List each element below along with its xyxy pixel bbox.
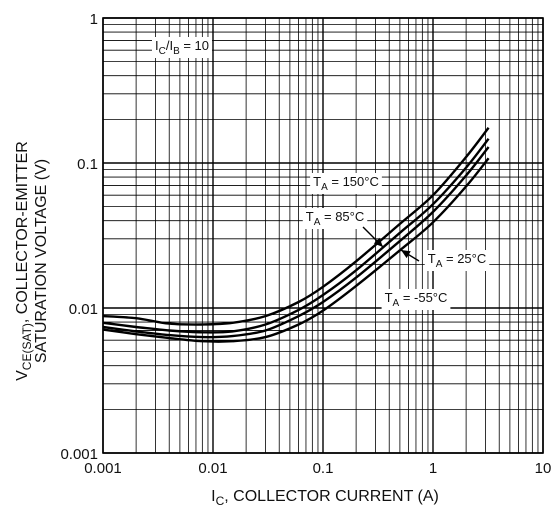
y-axis-label-rest: , COLLECTOR-EMITTER <box>14 141 31 323</box>
series-arrow-25 <box>400 249 420 262</box>
series-label-1-part: = 85°C <box>320 209 364 224</box>
series-label-2-bg <box>424 250 490 271</box>
x-tick-label: 10 <box>535 460 552 477</box>
plot-frame <box>102 17 544 454</box>
y-tick-label: 1 <box>90 11 98 28</box>
series-label-3-text: TA = -55°C <box>385 290 448 309</box>
condition-label-part: C <box>159 46 166 57</box>
condition-label-part: B <box>173 46 180 57</box>
series-label-3-bg <box>381 289 451 310</box>
series-label-0: TA = 150°C <box>310 173 382 194</box>
condition-label-bg <box>151 37 213 58</box>
series-label-1-part: T <box>306 209 314 224</box>
series-label-2-text: TA = 25°C <box>428 251 487 270</box>
series-label-2-part: A <box>436 259 443 270</box>
y-axis-label-main: V <box>14 370 31 381</box>
series-line-3 <box>102 157 490 343</box>
series-arrow-85 <box>362 226 384 248</box>
series-label-3-part: = -55°C <box>399 290 447 305</box>
x-axis-label: IC, COLLECTOR CURRENT (A) <box>211 488 439 508</box>
series-label-0-text: TA = 150°C <box>313 174 379 193</box>
series-label-0-part: A <box>321 182 328 193</box>
condition-label-part: = 10 <box>180 38 209 53</box>
x-tick-label: 0.001 <box>84 460 122 477</box>
series-line-2 <box>102 146 490 339</box>
condition-label-part: I <box>155 38 159 53</box>
series-label-1-bg <box>302 208 368 229</box>
x-axis-label-main: I <box>211 488 215 505</box>
series-label-3: TA = -55°C <box>381 289 451 310</box>
x-tick-label: 0.01 <box>198 460 227 477</box>
series-label-0-bg <box>310 173 382 194</box>
series-layer <box>102 127 490 343</box>
tick-layer: 0.001 0.01 0.1 1 10 0.001 0.01 0.1 1 <box>60 11 551 477</box>
series-arrow-25-head <box>401 250 411 259</box>
series-label-2: TA = 25°C <box>424 250 490 271</box>
x-tick-label: 1 <box>429 460 437 477</box>
series-label-0-part: T <box>313 174 321 189</box>
series-line-0 <box>102 127 490 326</box>
y-tick-label: 0.1 <box>77 156 98 173</box>
series-label-2-part: = 25°C <box>442 251 486 266</box>
y-tick-label: 0.001 <box>60 446 98 463</box>
x-axis-label-sub: C <box>216 494 225 508</box>
condition-label-part: /I <box>166 38 173 53</box>
x-tick-label: 0.1 <box>313 460 334 477</box>
series-label-2-part: T <box>428 251 436 266</box>
y-axis-label-line2: SATURATION VOLTAGE (V) <box>33 159 50 363</box>
series-label-0-part: = 150°C <box>328 174 379 189</box>
y-axis-label-sub: CE(SAT) <box>20 323 34 370</box>
y-axis-label-line1: VCE(SAT), COLLECTOR-EMITTER <box>14 141 34 381</box>
condition-label: IC/IB = 10 <box>151 37 213 58</box>
series-label-3-part: A <box>393 298 400 309</box>
series-label-1-text: TA = 85°C <box>306 209 365 228</box>
y-tick-label: 0.01 <box>69 301 98 318</box>
series-label-3-part: T <box>385 290 393 305</box>
frame-layer <box>102 17 544 454</box>
series-label-1-part: A <box>314 217 321 228</box>
condition-label-text: IC/IB = 10 <box>155 38 209 57</box>
series-label-1: TA = 85°C <box>302 208 368 229</box>
x-axis-label-rest: , COLLECTOR CURRENT (A) <box>224 488 439 505</box>
series-arrow-85-head <box>373 237 383 247</box>
series-line-1 <box>102 137 490 334</box>
